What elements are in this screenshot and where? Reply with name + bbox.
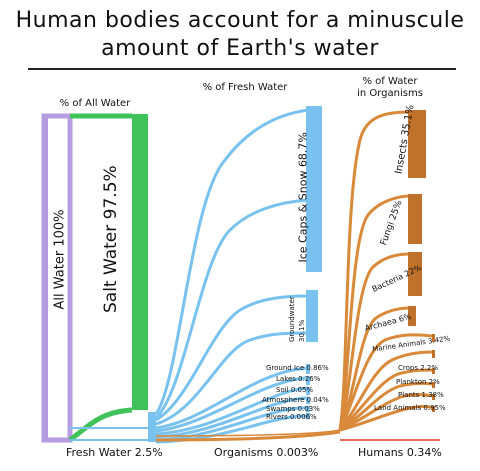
ice-caps-node: [306, 106, 322, 272]
organism-splits: [338, 110, 433, 432]
crops-label: Crops 2.2%: [398, 364, 438, 372]
column-header-organisms-2: in Organisms: [357, 88, 423, 99]
groundwater-label-2: 30.1%: [298, 319, 306, 342]
title-divider: [28, 68, 456, 70]
plants-label: Plants 1.38%: [398, 391, 444, 399]
organisms-flow: [155, 429, 440, 442]
rivers-label: Rivers 0.006%: [266, 413, 317, 421]
small-fresh-nodes: [306, 364, 310, 419]
plankton-label: Plankton 2%: [396, 378, 440, 386]
organisms-bottom-label: Organisms 0.003%: [214, 446, 319, 459]
land-animals-label: Land Animals 0.95%: [374, 404, 446, 412]
ice-caps-label: Ice Caps & Snow 68.7%: [296, 132, 310, 263]
humans-bottom-label: Humans 0.34%: [358, 446, 442, 459]
all-water-label: All Water 100%: [52, 209, 68, 310]
fresh-water-flow: [70, 412, 156, 442]
column-header-all-water: % of All Water: [59, 98, 131, 109]
soil-label: Soil 0.05%: [276, 386, 314, 394]
title-line-1: Human bodies account for a minuscule: [15, 8, 465, 33]
lakes-label: Lakes 0.26%: [276, 375, 321, 383]
swamps-label: Swamps 0.03%: [266, 405, 320, 413]
column-header-fresh-water: % of Fresh Water: [202, 82, 288, 93]
atmosphere-label: Atmosphere 0.04%: [262, 396, 329, 404]
salt-water-label: Salt Water 97.5%: [101, 165, 121, 313]
ground-ice-label: Ground Ice 0.86%: [266, 364, 329, 372]
column-header-organisms-1: % of Water: [362, 76, 418, 87]
title-line-2: amount of Earth's water: [101, 36, 379, 61]
fresh-water-bottom-label: Fresh Water 2.5%: [66, 446, 163, 459]
groundwater-label-1: Groundwater: [288, 296, 296, 342]
groundwater-node: [306, 290, 318, 342]
salt-water-node: [68, 113, 148, 442]
organism-nodes: [408, 110, 435, 412]
